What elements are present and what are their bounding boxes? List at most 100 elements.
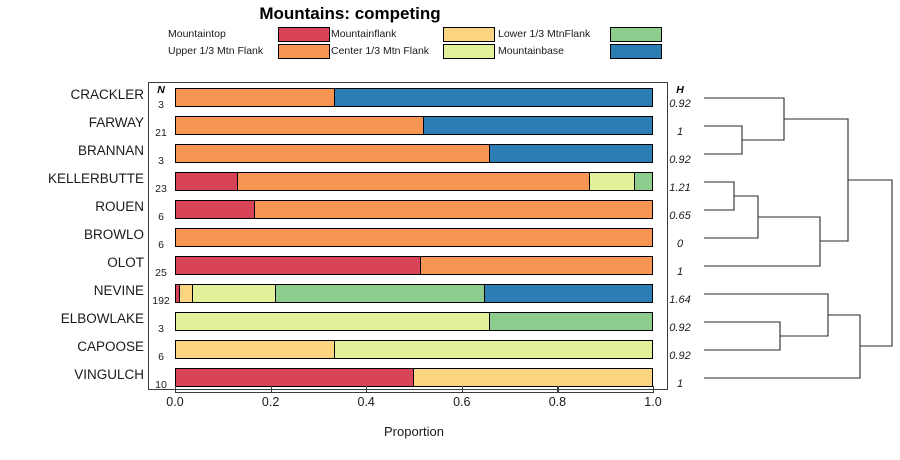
bar-segment[interactable] <box>254 201 652 218</box>
h-value: 0.92 <box>669 98 691 110</box>
dendro-link-root <box>848 179 893 347</box>
legend-color-swatch <box>278 44 330 59</box>
stacked-bar[interactable] <box>175 256 653 275</box>
bar-segment[interactable] <box>335 341 652 358</box>
stacked-bar[interactable] <box>175 368 653 387</box>
bar-segment[interactable] <box>485 285 652 302</box>
bar-segment[interactable] <box>423 117 652 134</box>
dendro-link-kellerbutte-rouen <box>704 181 735 211</box>
legend-item-label: Mountainbase <box>498 45 564 57</box>
n-value: 3 <box>158 99 164 111</box>
dendro-link-farway-brannan <box>704 125 743 155</box>
bar-segment[interactable] <box>490 313 652 330</box>
bar-segment[interactable] <box>490 145 652 162</box>
page-title: Mountains: competing <box>259 4 441 23</box>
n-value: 23 <box>155 183 167 195</box>
bar-segment[interactable] <box>421 257 652 274</box>
legend-item-label: Lower 1/3 MtnFlank <box>498 28 591 40</box>
h-value: 1 <box>676 126 684 138</box>
row-label-brannan: BRANNAN <box>77 143 144 158</box>
h-value: 0.92 <box>669 154 691 166</box>
x-axis-line <box>175 392 653 394</box>
bar-segment[interactable] <box>176 369 414 386</box>
row-label-farway: FARWAY <box>88 115 144 130</box>
bar-segment[interactable] <box>635 173 652 190</box>
h-value: 0.65 <box>669 210 691 222</box>
bar-segment[interactable] <box>176 89 335 106</box>
bar-segment[interactable] <box>179 285 193 302</box>
bar-segment[interactable] <box>590 173 636 190</box>
legend-color-swatch <box>443 27 495 42</box>
bar-segment[interactable] <box>334 89 652 106</box>
bar-segment[interactable] <box>176 257 422 274</box>
dendrogram <box>704 97 893 379</box>
bar-segment[interactable] <box>176 313 491 330</box>
row-label-vingulch: VINGULCH <box>74 367 144 382</box>
stacked-bar[interactable] <box>175 88 653 107</box>
bar-segment[interactable] <box>275 285 486 302</box>
dendro-link-crackler-cluster <box>704 97 785 141</box>
x-axis-tick <box>653 386 655 393</box>
stacked-bar[interactable] <box>175 228 653 247</box>
n-value: 192 <box>152 295 170 307</box>
bar-segment[interactable] <box>237 173 591 190</box>
bar-segment[interactable] <box>176 285 180 302</box>
legend-color-swatch <box>278 27 330 42</box>
legend-item-label: Upper 1/3 Mtn Flank <box>168 45 264 57</box>
dendro-link-clusterc-olot <box>704 216 821 267</box>
h-value: 1.64 <box>669 294 691 306</box>
row-label-browlo: BROWLO <box>83 227 144 242</box>
h-value: 1.21 <box>669 182 691 194</box>
n-value: 6 <box>158 239 164 251</box>
bar-segment[interactable] <box>176 201 255 218</box>
dendro-link-clustere-vingulch <box>704 314 861 379</box>
x-axis-title: Proportion <box>384 424 444 439</box>
n-value: 3 <box>158 155 164 167</box>
h-value: 0 <box>676 238 684 250</box>
n-value: 10 <box>155 379 167 391</box>
legend-item-label: Mountainflank <box>331 28 397 40</box>
stacked-bar[interactable] <box>175 200 653 219</box>
h-value: 1 <box>676 378 684 390</box>
stacked-bar[interactable] <box>175 312 653 331</box>
legend-color-swatch <box>610 27 662 42</box>
h-value: 0.92 <box>669 350 691 362</box>
row-label-rouen: ROUEN <box>95 199 144 214</box>
bar-segment[interactable] <box>414 369 652 386</box>
bar-segment[interactable] <box>176 117 424 134</box>
row-label-elbowlake: ELBOWLAKE <box>60 311 144 326</box>
stacked-bar[interactable] <box>175 116 653 135</box>
row-label-nevine: NEVINE <box>93 283 144 298</box>
x-axis-tick-label: 0.2 <box>261 395 280 409</box>
n-value: 3 <box>158 323 164 335</box>
bar-segment[interactable] <box>176 173 238 190</box>
column-header-n: N <box>157 84 165 96</box>
stacked-bar[interactable] <box>175 172 653 191</box>
legend-color-swatch <box>443 44 495 59</box>
bar-segment[interactable] <box>192 285 276 302</box>
bar-segment[interactable] <box>176 145 491 162</box>
legend-item-label: Mountaintop <box>168 28 226 40</box>
bar-segment[interactable] <box>176 229 652 246</box>
n-value: 21 <box>155 127 167 139</box>
x-axis-tick <box>175 386 177 393</box>
x-axis-tick <box>461 386 463 393</box>
stacked-bar[interactable] <box>175 340 653 359</box>
n-value: 6 <box>158 351 164 363</box>
row-label-capoose: CAPOOSE <box>77 339 144 354</box>
n-value: 6 <box>158 211 164 223</box>
x-axis-tick-label: 0.4 <box>357 395 375 409</box>
h-value: 0.92 <box>669 322 691 334</box>
dendro-link-topgroup <box>784 118 849 242</box>
x-axis-tick <box>557 386 559 393</box>
column-header-h: H <box>676 84 684 96</box>
x-axis-tick-label: 0.0 <box>166 395 184 409</box>
bar-segment[interactable] <box>176 341 336 358</box>
row-label-olot: OLOT <box>107 255 144 270</box>
x-axis-tick-label: 1.0 <box>644 395 662 409</box>
stacked-bar[interactable] <box>175 284 653 303</box>
dendro-link-nevine-clusterd <box>704 293 829 337</box>
legend: Mountaintop Upper 1/3 Mtn Flank Mountainfl… <box>168 26 668 60</box>
stacked-bar[interactable] <box>175 144 653 163</box>
